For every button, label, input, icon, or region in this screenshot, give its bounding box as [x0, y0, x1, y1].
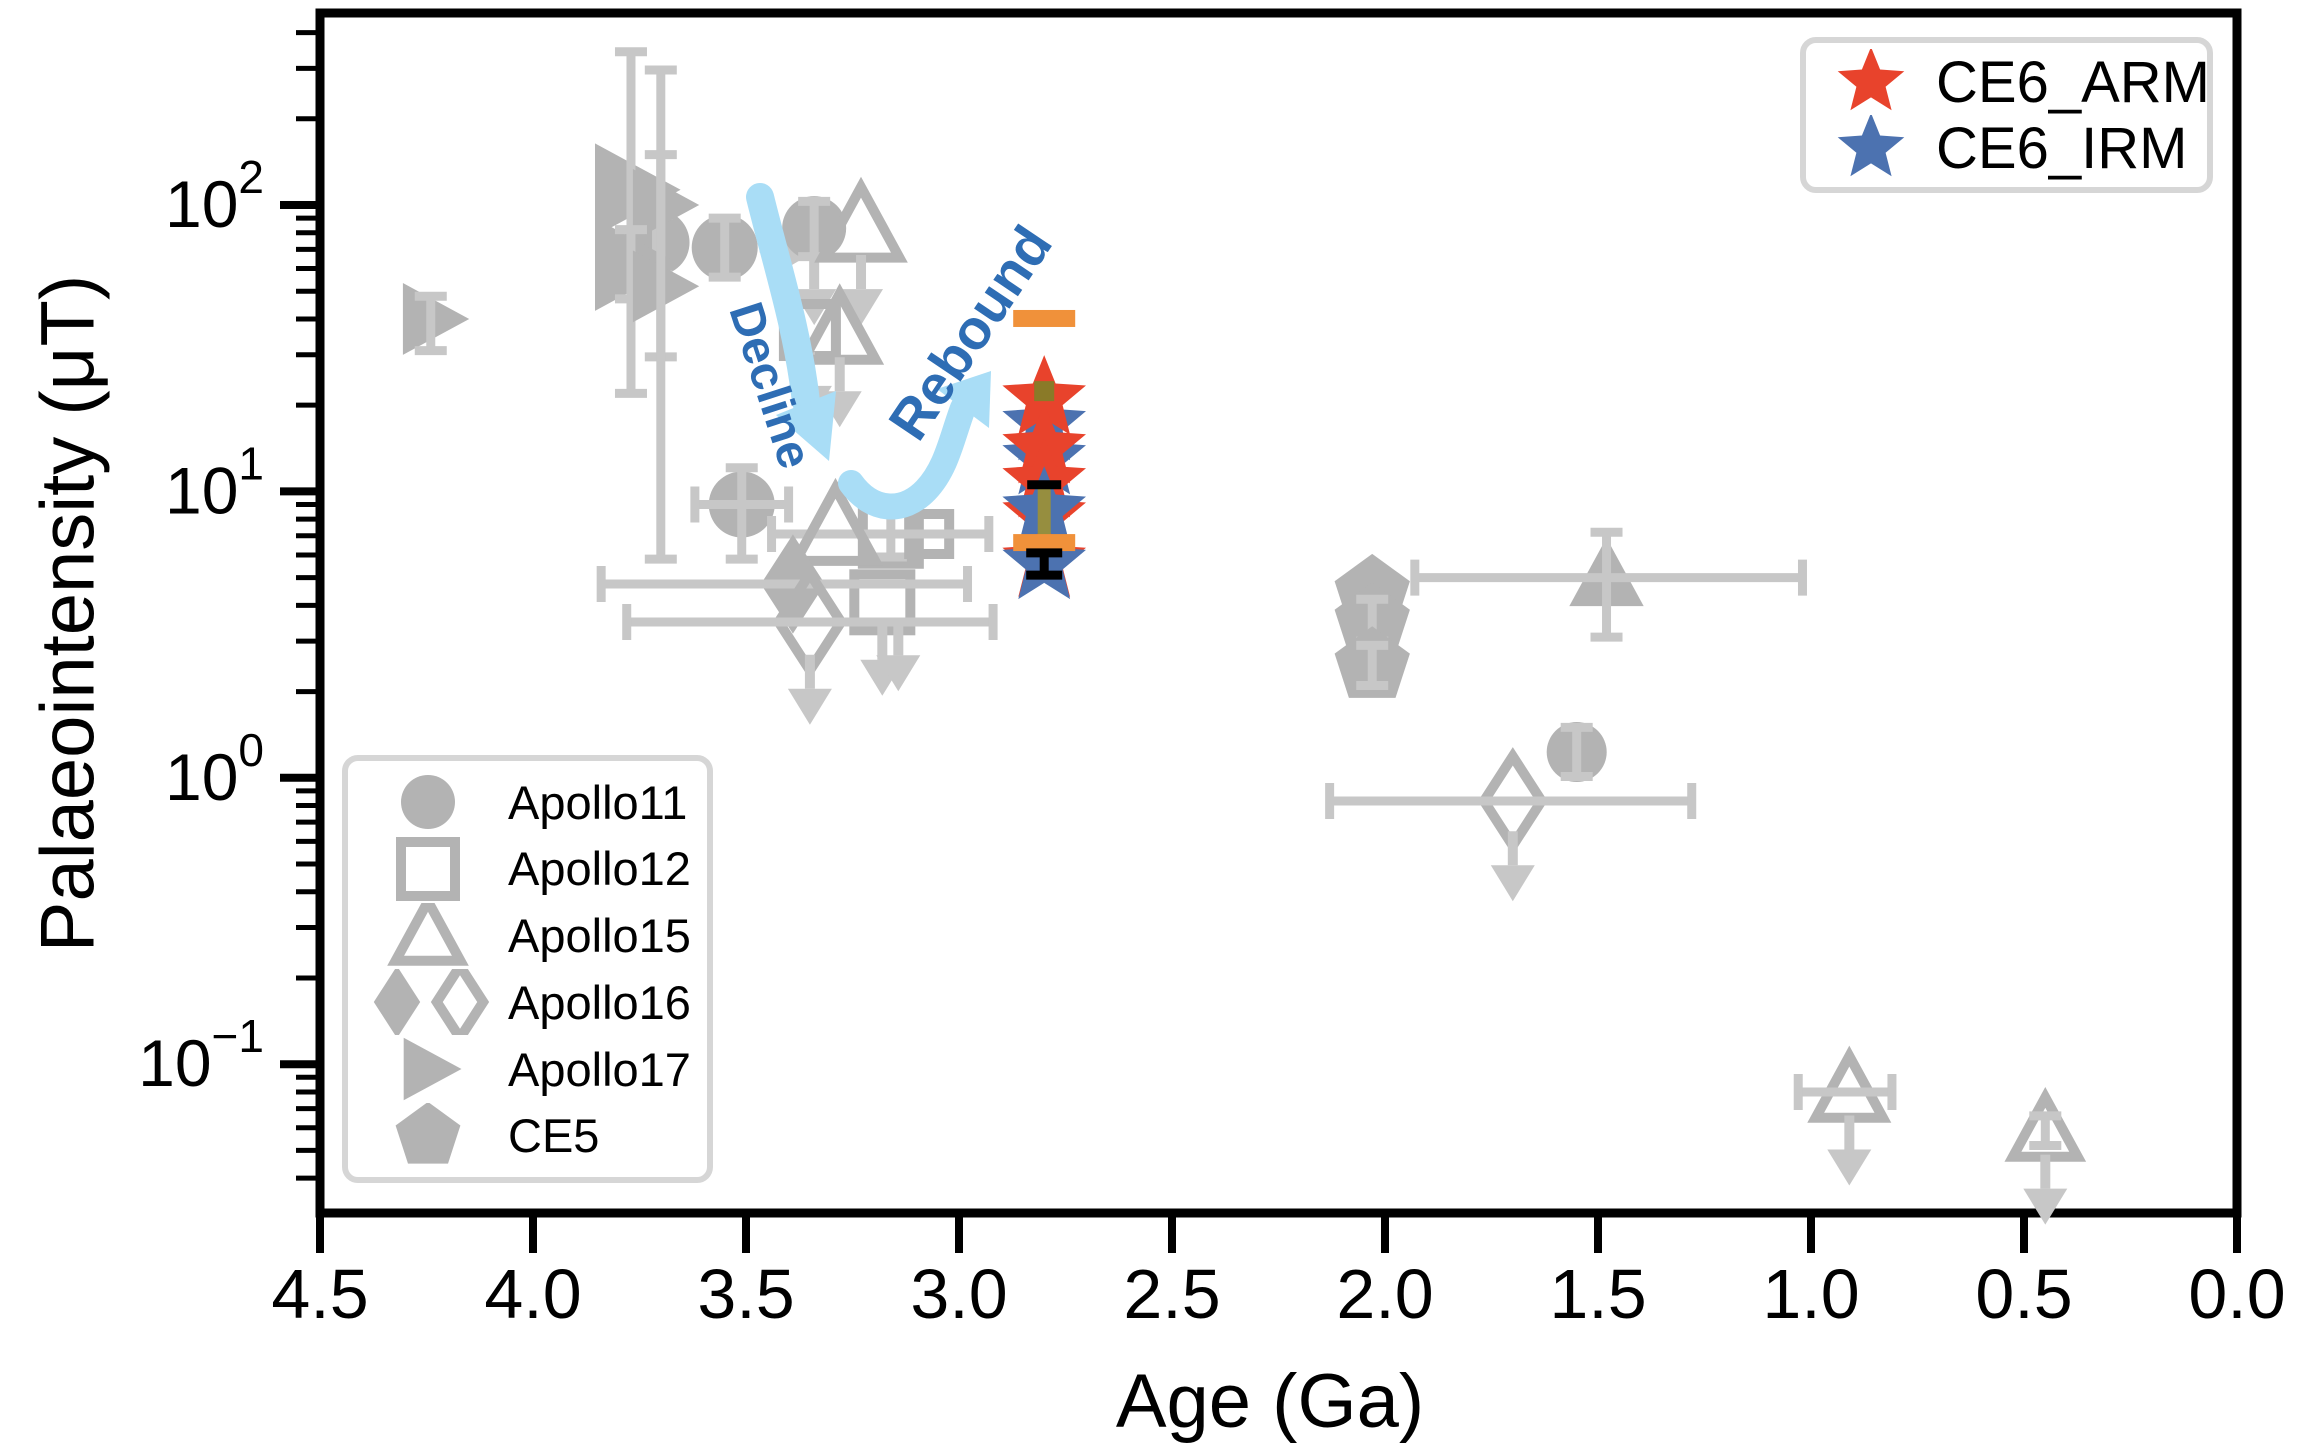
rebound-arrow-curve — [838, 395, 976, 520]
star-legend-icon — [1837, 115, 1905, 177]
y-tick-label: 10−1 — [138, 1010, 264, 1100]
data-point-apollo12 — [849, 569, 921, 696]
data-point-apollo16 — [1325, 747, 1697, 902]
decline-arrow-curve — [746, 183, 820, 416]
ce6-range-cap-bottom — [1013, 534, 1076, 552]
y-tick-label: 100 — [165, 724, 264, 814]
data-point-apollo17 — [402, 283, 470, 356]
data-point-apollo15 — [814, 176, 908, 326]
x-tick-label: 2.0 — [1336, 1255, 1433, 1333]
ce6-stack — [1002, 309, 1086, 600]
legend-star — [1837, 49, 1905, 111]
data-point-apollo15 — [787, 477, 884, 566]
legend-item-ce6_arm: CE6_ARM — [1806, 49, 2210, 115]
x-tick-label: 1.0 — [1762, 1255, 1859, 1333]
data-point-apollo15 — [1793, 1045, 1897, 1186]
legend-pentagon — [395, 1102, 461, 1164]
square-legend-icon — [396, 836, 460, 901]
triangle-legend-icon — [387, 902, 469, 966]
data-point-apollo15 — [2004, 1086, 2087, 1225]
legend-label: Apollo15 — [508, 909, 691, 963]
legend-label: Apollo12 — [508, 842, 691, 896]
y-axis-title: Palaeointensity (μT) — [25, 274, 111, 953]
x-axis-title: Age (Ga) — [1115, 1359, 1425, 1444]
legend-item-apollo17: Apollo17 — [348, 1036, 707, 1103]
y-tick-label: 101 — [165, 437, 264, 527]
legend-ce6: CE6_ARM CE6_IRM — [1800, 37, 2213, 193]
marker-apollo15 — [787, 477, 884, 566]
star-legend-icon — [1837, 49, 1905, 111]
legend-item-apollo12: Apollo12 — [348, 836, 707, 903]
decline-arrow-head — [776, 391, 836, 461]
x-tick-label: 3.5 — [697, 1255, 794, 1333]
legend-label: Apollo17 — [508, 1042, 691, 1096]
ce6-inner-mark — [1034, 381, 1055, 402]
x-tick-label: 0.0 — [2188, 1255, 2285, 1333]
legend-triangle — [387, 902, 469, 966]
legend-item-ce5: CE5 — [348, 1102, 707, 1169]
x-tick-label: 4.5 — [271, 1255, 368, 1333]
upper-limit-arrow-head — [876, 655, 921, 692]
upper-limit-arrow-head — [1490, 865, 1535, 902]
legend-diamond-open — [430, 969, 490, 1036]
legend-triangle-right — [403, 1037, 462, 1101]
legend-label: Apollo16 — [508, 975, 691, 1029]
rebound-arrow-head — [937, 371, 991, 428]
legend-missions: Apollo11 Apollo12 Apollo15 Apollo16 Apollo17… — [342, 755, 713, 1183]
upper-limit-arrow-head — [787, 688, 832, 725]
data-point-apollo15 — [1410, 527, 1807, 642]
data-point-apollo16 — [596, 534, 973, 634]
ce6-range-cap-top — [1013, 309, 1076, 327]
marker-apollo17 — [632, 169, 700, 241]
x-tick-label: 2.5 — [1123, 1255, 1220, 1333]
marker-apollo17 — [402, 283, 470, 355]
legend-square — [396, 836, 460, 901]
legend-star — [1837, 115, 1905, 177]
upper-limit-arrow-head — [1827, 1149, 1872, 1186]
upper-limit-arrow-head — [2023, 1188, 2068, 1225]
marker-apollo17 — [632, 250, 700, 323]
data-points — [402, 47, 2087, 1225]
legend-circle — [401, 775, 455, 830]
upper-limit-arrow-head — [839, 289, 883, 326]
data-point-apollo16 — [622, 564, 998, 725]
pentagon-legend-icon — [395, 1102, 461, 1164]
circle-legend-icon — [401, 775, 455, 830]
legend-label: CE5 — [508, 1109, 600, 1163]
x-tick-label: 0.5 — [1975, 1255, 2072, 1333]
data-point-ce5 — [1334, 626, 1410, 698]
legend-item-apollo16: Apollo16 — [348, 969, 707, 1036]
legend-item-apollo11: Apollo11 — [348, 769, 707, 836]
data-point-apollo11 — [690, 463, 794, 564]
y-tick-label: 102 — [165, 151, 264, 241]
data-point-apollo11 — [1546, 722, 1607, 783]
legend-label: Apollo11 — [508, 775, 688, 829]
legend-label: CE6_ARM — [1936, 49, 2210, 115]
diamond-legend-icon — [373, 969, 490, 1036]
legend-item-apollo15: Apollo15 — [348, 902, 707, 969]
data-point-apollo17 — [632, 150, 700, 564]
triangle-right-legend-icon — [403, 1037, 462, 1101]
legend-item-ce6_irm: CE6_IRM — [1806, 115, 2207, 181]
trend-arrows — [746, 183, 991, 520]
x-tick-label: 3.0 — [910, 1255, 1007, 1333]
x-tick-label: 1.5 — [1549, 1255, 1646, 1333]
plot-frame — [315, 8, 2242, 1218]
legend-diamond-filled — [373, 969, 421, 1036]
legend-label: CE6_IRM — [1936, 115, 2188, 181]
x-tick-label: 4.0 — [484, 1255, 581, 1333]
marker-apollo15 — [1807, 1045, 1892, 1123]
